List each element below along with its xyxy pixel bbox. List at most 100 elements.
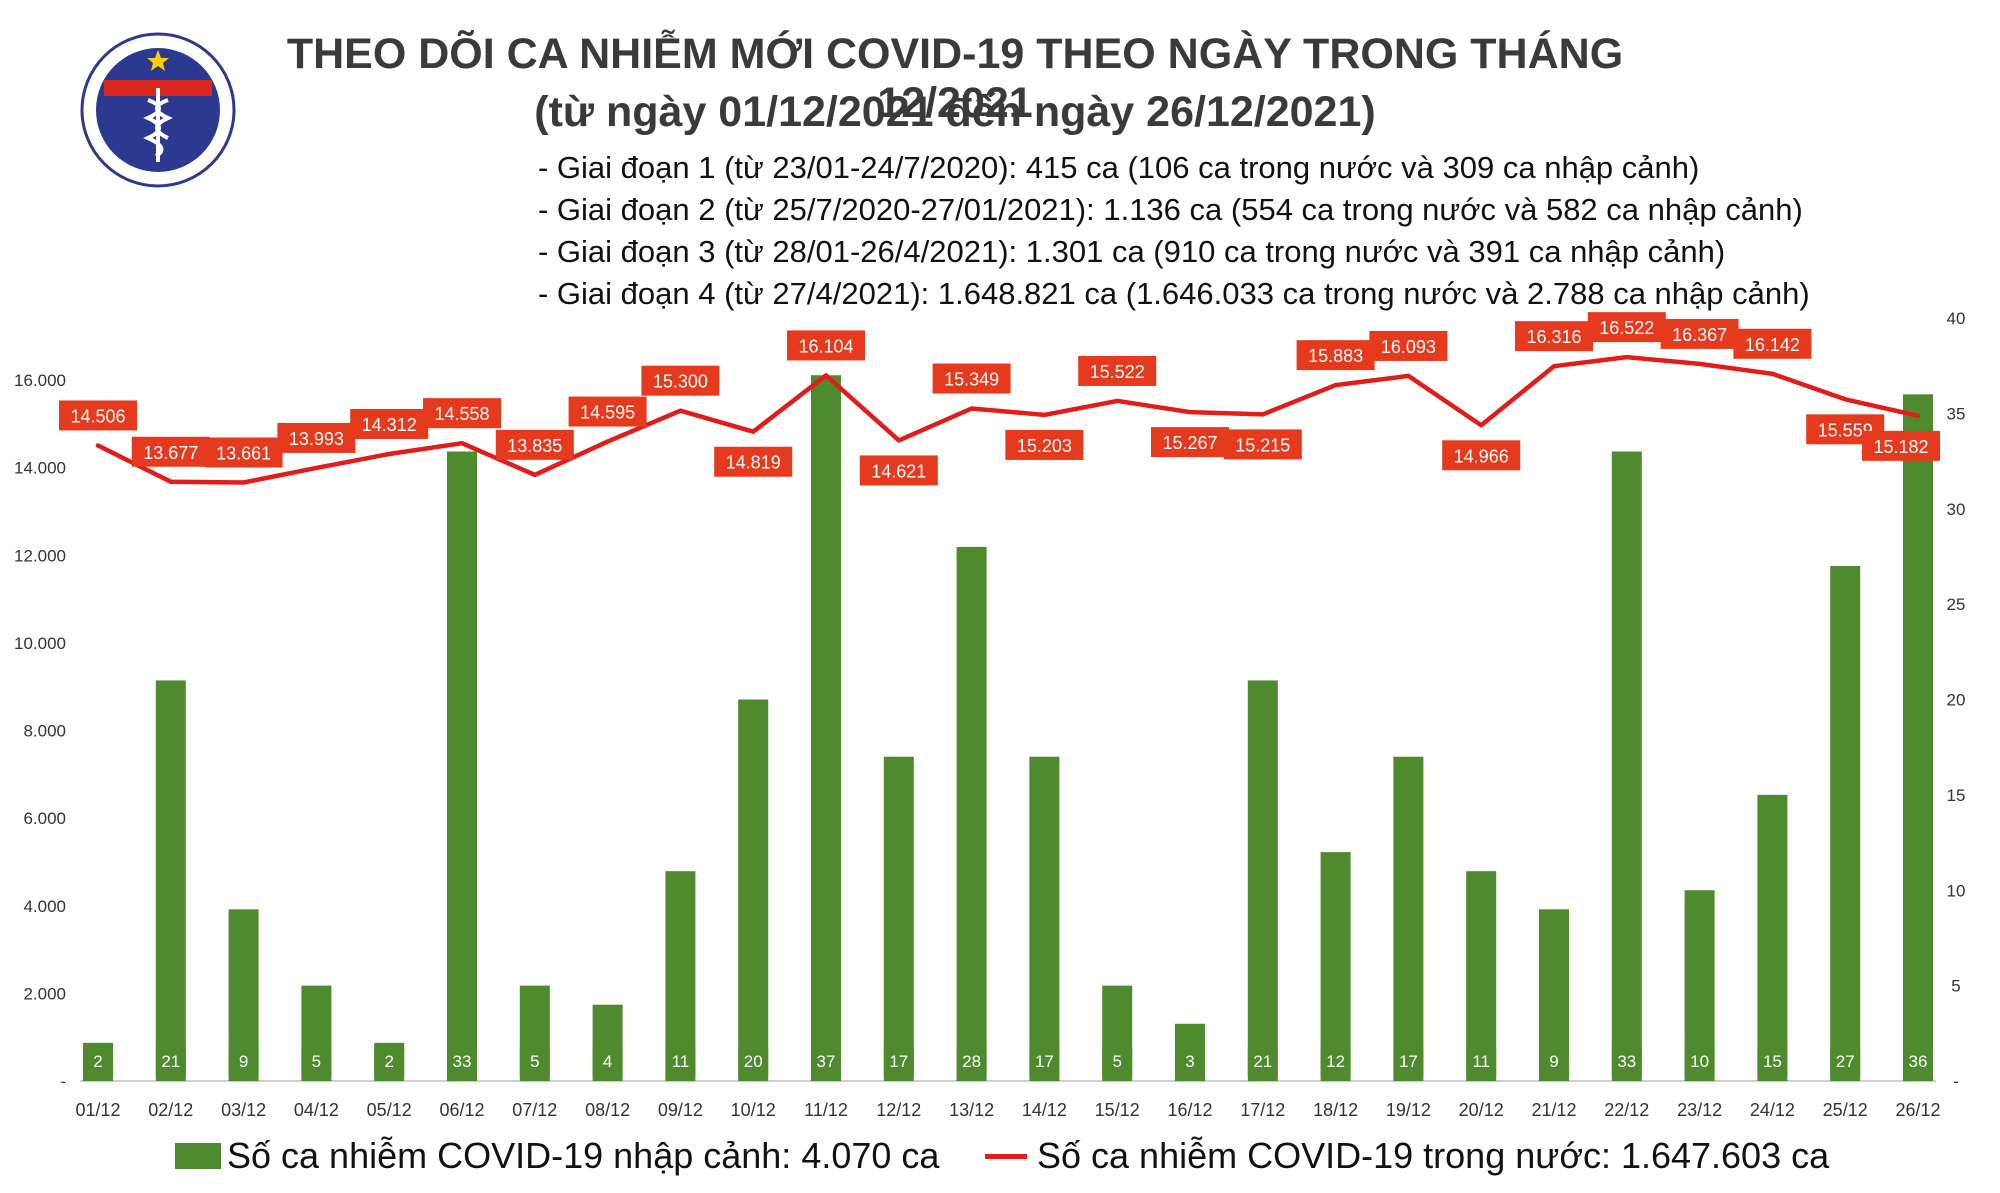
line-label-box [1296, 340, 1375, 371]
bar-label-box [665, 1047, 696, 1075]
bar [1830, 565, 1861, 1081]
bar-label-box [1684, 1047, 1715, 1075]
bar-label-box [592, 1047, 623, 1075]
line-label-box [859, 455, 938, 486]
y-left-tick-label: - [60, 1072, 66, 1091]
phase-item: - Giai đoạn 3 (từ 28/01-26/4/2021): 1.30… [538, 234, 1726, 269]
x-tick-label: 13/12 [949, 1100, 994, 1120]
line-data-label: 14.506 [70, 406, 125, 426]
x-tick-label: 20/12 [1459, 1100, 1504, 1120]
line-label-box [1660, 318, 1739, 349]
phase-item: - Giai đoạn 1 (từ 23/01-24/7/2020): 415 … [538, 150, 1700, 185]
line-label-box [1587, 312, 1666, 343]
line-label-box [204, 437, 283, 468]
chart-subtitle: (từ ngày 01/12/2021 đến ngày 26/12/2021) [534, 88, 1376, 136]
line-label-box [423, 398, 501, 429]
bar [665, 871, 696, 1081]
bar-label-box [1029, 1047, 1060, 1075]
bar [1029, 756, 1060, 1081]
line-label-box [1151, 427, 1229, 458]
x-tick-label: 18/12 [1313, 1100, 1358, 1120]
y-right-tick-label: 10 [1947, 881, 1966, 900]
line-label-box [568, 396, 647, 427]
bar-data-label: 9 [239, 1052, 248, 1071]
line-label-box [131, 436, 210, 467]
bar-label-box [1466, 1047, 1497, 1075]
bar-data-label: 33 [453, 1052, 472, 1071]
line-label-box [1078, 355, 1157, 386]
y-left-tick-label: 14.000 [14, 459, 66, 478]
line-data-label: 15.300 [653, 372, 708, 392]
x-tick-label: 15/12 [1095, 1100, 1140, 1120]
bar-label-box [1611, 1047, 1642, 1075]
phase-item: - Giai đoạn 2 (từ 25/7/2020-27/01/2021):… [538, 192, 1803, 227]
bar-label-box [883, 1047, 914, 1075]
line-data-label: 13.835 [507, 436, 562, 456]
line-data-label: 15.215 [1235, 435, 1290, 455]
legend-domestic: Số ca nhiễm COVID-19 trong nước: 1.647.6… [985, 1135, 1829, 1177]
bar [956, 546, 987, 1081]
line-label-box [1223, 429, 1302, 460]
line-data-label: 16.093 [1381, 337, 1436, 357]
line-data-label: 13.993 [289, 429, 344, 449]
x-tick-label: 14/12 [1022, 1100, 1067, 1120]
bar-data-label: 17 [1035, 1052, 1054, 1071]
line-data-label: 14.312 [362, 415, 417, 435]
bar-label-box [1175, 1047, 1205, 1075]
x-tick-label: 12/12 [876, 1100, 921, 1120]
bar-data-label: 5 [1112, 1052, 1121, 1071]
bar-label-box [519, 1047, 550, 1075]
line-label-box [714, 446, 793, 477]
bar-label-box [155, 1047, 186, 1075]
line-label-box [350, 408, 429, 439]
bar-data-label: 3 [1185, 1052, 1194, 1071]
caduceus-icon [143, 88, 173, 162]
bar-data-label: 15 [1763, 1052, 1782, 1071]
chart-title: THEO DÕI CA NHIỄM MỚI COVID-19 THEO NGÀY… [286, 30, 1624, 127]
bar-data-label: 28 [962, 1052, 981, 1071]
line-label-box [787, 330, 865, 361]
x-tick-label: 10/12 [731, 1100, 776, 1120]
line-data-label: 14.966 [1454, 446, 1509, 466]
line-data-label: 15.203 [1017, 436, 1072, 456]
ministry-of-health-logo [80, 32, 236, 188]
line-data-label: 15.267 [1162, 433, 1217, 453]
bar-label-box [1102, 1047, 1133, 1075]
legend-domestic-label: Số ca nhiễm COVID-19 trong nước: 1.647.6… [1037, 1135, 1830, 1176]
y-left-tick-label: 2.000 [23, 984, 66, 1003]
x-tick-label: 17/12 [1240, 1100, 1285, 1120]
y-left-tick-label: 8.000 [23, 722, 66, 741]
bar-label-box [1320, 1047, 1351, 1075]
x-tick-label: 24/12 [1750, 1100, 1795, 1120]
bar-label-box [1539, 1047, 1569, 1075]
bar [1393, 756, 1424, 1081]
line-label-box [277, 422, 356, 453]
bar-label-box [301, 1047, 332, 1075]
line-data-label: 15.883 [1308, 346, 1363, 366]
bar-label-box [1757, 1047, 1788, 1075]
bar-label-box [228, 1047, 259, 1075]
bar [1247, 680, 1278, 1081]
bar-data-label: 5 [312, 1052, 321, 1071]
x-tick-label: 05/12 [367, 1100, 412, 1120]
bar-label-box [1830, 1047, 1861, 1075]
bar [738, 699, 769, 1081]
bar-data-label: 20 [744, 1052, 763, 1071]
line-label-box [1442, 440, 1521, 471]
bar [447, 451, 477, 1081]
line-data-label: 13.677 [143, 443, 198, 463]
x-tick-label: 16/12 [1167, 1100, 1212, 1120]
x-tick-label: 01/12 [75, 1100, 120, 1120]
bar-data-label: 10 [1690, 1052, 1709, 1071]
y-left-tick-label: 6.000 [23, 809, 66, 828]
bar [1320, 852, 1351, 1081]
line-data-label: 16.142 [1745, 335, 1800, 355]
x-tick-label: 07/12 [512, 1100, 557, 1120]
bar-label-box [811, 1047, 841, 1075]
line-label-box [495, 429, 574, 460]
star-icon [147, 50, 169, 71]
x-tick-label: 25/12 [1823, 1100, 1868, 1120]
bar [1611, 451, 1642, 1081]
phase-summary-list: - Giai đoạn 1 (từ 23/01-24/7/2020): 415 … [538, 147, 1810, 315]
bar-label-box [1393, 1047, 1424, 1075]
